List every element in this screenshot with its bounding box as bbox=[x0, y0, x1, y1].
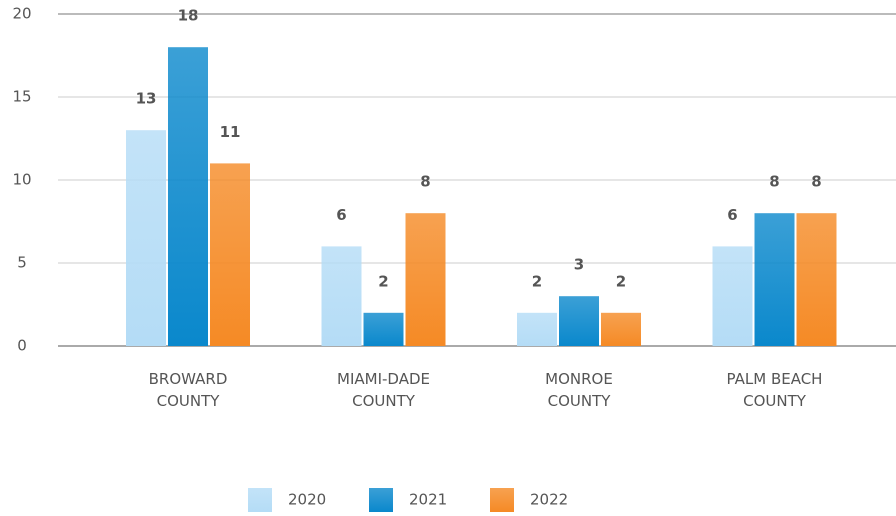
x-tick-label: PALM BEACH COUNTY bbox=[726, 370, 823, 410]
bar bbox=[796, 213, 837, 346]
bar bbox=[559, 296, 599, 346]
data-label: 18 bbox=[178, 7, 199, 25]
data-label: 13 bbox=[136, 90, 157, 108]
legend-swatch bbox=[369, 488, 393, 512]
y-tick-label: 20 bbox=[12, 5, 31, 23]
bar bbox=[321, 246, 362, 346]
data-label: 8 bbox=[769, 173, 779, 191]
x-tick-label: MONROE COUNTY bbox=[545, 370, 613, 410]
data-label: 8 bbox=[811, 173, 821, 191]
legend-label: 2021 bbox=[409, 491, 447, 509]
bar bbox=[517, 312, 557, 346]
y-tick-label: 10 bbox=[12, 171, 31, 189]
data-label: 3 bbox=[574, 256, 584, 274]
bar bbox=[754, 213, 795, 346]
bar bbox=[126, 130, 166, 346]
bar bbox=[601, 312, 641, 346]
legend-swatch bbox=[490, 488, 514, 512]
data-label: 2 bbox=[378, 272, 388, 290]
bar bbox=[210, 163, 250, 346]
x-tick-label: BROWARD COUNTY bbox=[148, 370, 228, 410]
bar bbox=[712, 246, 753, 346]
bar bbox=[168, 47, 208, 346]
y-tick-label: 5 bbox=[17, 254, 27, 272]
legend-label: 2020 bbox=[288, 491, 326, 509]
x-tick-label: MIAMI-DADE COUNTY bbox=[337, 370, 430, 410]
data-label: 6 bbox=[336, 206, 346, 224]
data-label: 6 bbox=[727, 206, 737, 224]
y-tick-label: 15 bbox=[12, 88, 31, 106]
legend-swatch bbox=[248, 488, 272, 512]
data-label: 2 bbox=[616, 272, 626, 290]
data-label: 8 bbox=[420, 173, 430, 191]
data-label: 11 bbox=[220, 123, 241, 141]
bar bbox=[363, 312, 404, 346]
bar bbox=[405, 213, 446, 346]
data-label: 2 bbox=[532, 272, 542, 290]
legend-label: 2022 bbox=[530, 491, 568, 509]
y-tick-label: 0 bbox=[17, 337, 27, 355]
